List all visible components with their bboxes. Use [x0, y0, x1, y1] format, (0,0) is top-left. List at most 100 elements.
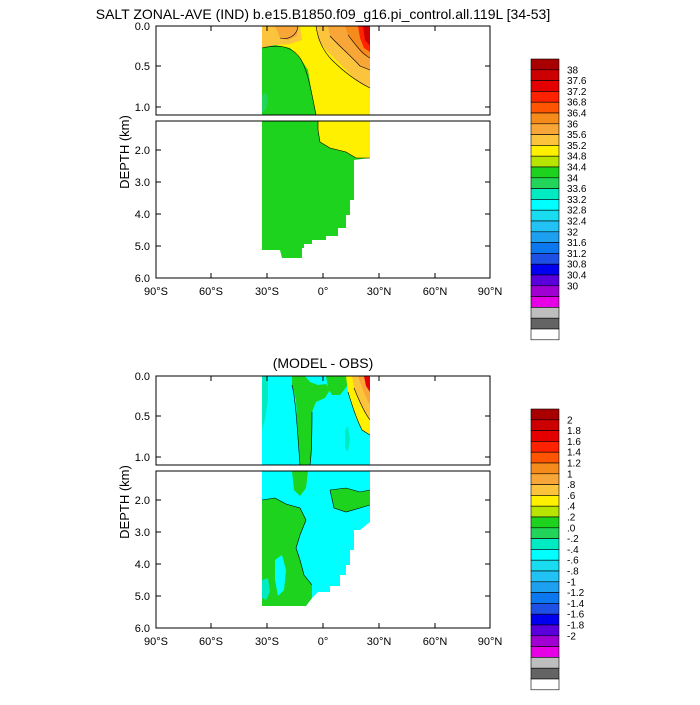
colorbar-label: 1.4 [567, 448, 581, 459]
colorbar-label: 36.8 [567, 98, 587, 109]
colorbar-swatch [530, 58, 560, 71]
colorbar-label: 33.6 [567, 184, 587, 195]
colorbar-label: 34.4 [567, 163, 587, 174]
diff-colorbar: 21.81.61.41.21.8.6.4.2.0-.2-.4-.6-.8-1-1… [530, 408, 585, 691]
colorbar-swatch [530, 646, 560, 658]
colorbar-swatch [530, 495, 560, 507]
salt-xtick-label: 90°N [478, 286, 503, 298]
colorbar-label: 1 [567, 469, 573, 480]
colorbar-swatch [530, 112, 560, 125]
colorbar-swatch [530, 667, 560, 680]
salt-xtick-label: 90°S [144, 286, 168, 298]
salt-yticks [156, 25, 490, 247]
diff-field-lower-patch1 [275, 555, 286, 596]
colorbar-label: .2 [567, 513, 576, 524]
colorbar-swatch [530, 145, 560, 157]
salt-contour-6 [317, 121, 370, 159]
salt-ytick-label: 2.0 [135, 145, 150, 157]
salt-contour-1 [315, 26, 371, 89]
colorbar-label: -1.8 [567, 621, 585, 632]
salt-ylabel: DEPTH (km) [117, 115, 132, 189]
diff-ytick-label: 5.0 [135, 591, 150, 603]
salt-field-upper-south-core [275, 26, 298, 40]
colorbar-swatch [530, 155, 560, 168]
colorbar-swatch [530, 527, 560, 539]
diff-lower-fields [261, 471, 371, 606]
colorbar-swatch [530, 274, 560, 287]
colorbar-label: .0 [567, 523, 576, 534]
diff-ytick-label: 0.5 [135, 411, 150, 423]
colorbar-label: .4 [567, 502, 576, 513]
diff-ytick-label: 3.0 [135, 527, 150, 539]
colorbar-swatch [530, 657, 560, 669]
colorbar-swatch [530, 441, 560, 453]
diff-xtick-label: 0° [318, 636, 329, 648]
colorbar-swatch [530, 134, 560, 146]
colorbar-label: 30 [567, 281, 579, 292]
colorbar-swatch [530, 242, 560, 254]
colorbar-label: 30.8 [567, 260, 587, 271]
salt-xtick-label: 30°N [367, 286, 392, 298]
colorbar-label: -.2 [567, 534, 579, 545]
colorbar-label: -.4 [567, 545, 579, 556]
salt-xtick-label: 60°N [423, 286, 448, 298]
salt-contour-2 [261, 45, 317, 115]
colorbar-swatch [530, 462, 560, 475]
colorbar-label: 31.6 [567, 238, 587, 249]
diff-xtick-label: 30°N [367, 636, 392, 648]
salt-field-upper-north-darkred [363, 26, 370, 46]
diff-field-lower-green3 [330, 488, 370, 512]
colorbar-swatch [530, 328, 560, 341]
colorbar-label: .8 [567, 480, 576, 491]
salt-xtick-label: 0° [318, 286, 329, 298]
colorbar-label: 32.4 [567, 217, 587, 228]
diff-field-lower-green [262, 498, 312, 606]
colorbar-label: 32.8 [567, 206, 587, 217]
diff-xtick-label: 90°S [144, 636, 168, 648]
colorbar-swatch [530, 253, 560, 265]
diff-xtick-label: 90°N [478, 636, 503, 648]
colorbar-swatch [530, 285, 560, 297]
colorbar-swatch [530, 263, 560, 276]
diff-contour-5 [261, 497, 313, 586]
colorbar-swatch [530, 69, 560, 81]
colorbar-swatch [530, 473, 560, 485]
colorbar-swatch [530, 538, 560, 550]
salt-title: SALT ZONAL-AVE (IND) b.e15.B1850.f09_g16… [96, 6, 550, 22]
colorbar-label: 1.8 [567, 426, 581, 437]
diff-field-upper-left [262, 376, 268, 430]
colorbar-label: 36 [567, 119, 579, 130]
colorbar-label: -1.6 [567, 610, 585, 621]
colorbar-swatch [530, 592, 560, 604]
diff-contour-4 [353, 387, 371, 421]
salt-colorbar: 3837.637.236.836.43635.635.234.834.43433… [530, 58, 587, 341]
colorbar-swatch [530, 408, 560, 421]
salt-ytick-label: 0.5 [135, 61, 150, 73]
salt-field-upper-patch [262, 92, 268, 112]
diff-contour-1 [291, 384, 301, 465]
colorbar-label: -2 [567, 631, 576, 642]
colorbar-swatch [530, 559, 560, 572]
diff-yticks [156, 375, 490, 597]
salt-ytick-label: 6.0 [135, 273, 150, 285]
diff-field-lower-green2 [292, 471, 308, 496]
diff-xtick-label: 60°S [199, 636, 223, 648]
colorbar-swatch [530, 505, 560, 518]
colorbar-label: 34.8 [567, 152, 587, 163]
diff-field-upper-red [364, 376, 370, 392]
colorbar-label: 37.6 [567, 76, 587, 87]
colorbar-swatch [530, 603, 560, 615]
colorbar-label: 34 [567, 173, 579, 184]
colorbar-swatch [530, 80, 560, 92]
colorbar-swatch [530, 419, 560, 431]
salt-xtick-label: 60°S [199, 286, 223, 298]
salt-ytick-label: 1.0 [135, 102, 150, 114]
salt-ytick-label: 4.0 [135, 209, 150, 221]
diff-ytick-label: 4.0 [135, 559, 150, 571]
diff-ytick-label: 0.0 [135, 371, 150, 383]
colorbar-label: 30.4 [567, 271, 587, 282]
diff-contour-3 [347, 391, 371, 436]
salt-ytick-label: 0.0 [135, 21, 150, 33]
